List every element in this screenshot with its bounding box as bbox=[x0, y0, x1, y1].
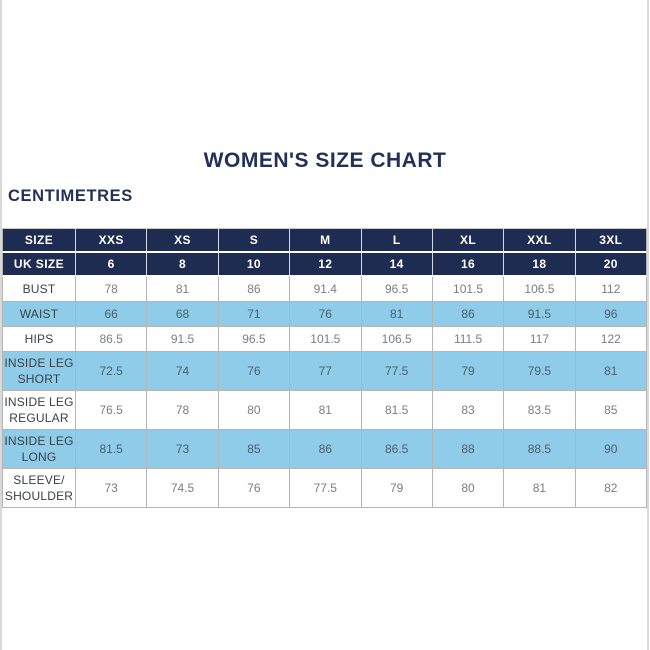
measurement-value: 81 bbox=[575, 352, 647, 391]
measurement-value: 81.5 bbox=[76, 430, 148, 469]
size-col-s: S bbox=[218, 228, 291, 253]
uk-size-value: 16 bbox=[432, 253, 505, 277]
uk-size-header-label: UK SIZE bbox=[2, 253, 76, 277]
table-row-bust: BUST 78 81 86 91.4 96.5 101.5 106.5 112 bbox=[2, 277, 647, 302]
measurement-value: 72.5 bbox=[76, 352, 148, 391]
measurement-value: 82 bbox=[575, 469, 647, 508]
measurement-value: 88.5 bbox=[504, 430, 576, 469]
measurement-value: 86 bbox=[218, 277, 291, 302]
size-col-xxs: XXS bbox=[76, 228, 148, 253]
table-row-hips: HIPS 86.5 91.5 96.5 101.5 106.5 111.5 11… bbox=[2, 327, 647, 352]
measurement-value: 91.5 bbox=[504, 302, 576, 327]
uk-size-value: 18 bbox=[504, 253, 576, 277]
measurement-value: 83 bbox=[432, 391, 505, 430]
measurement-value: 74.5 bbox=[147, 469, 219, 508]
measurement-value: 71 bbox=[218, 302, 291, 327]
measurement-value: 78 bbox=[147, 391, 219, 430]
measurement-value: 101.5 bbox=[290, 327, 362, 352]
right-edge-line bbox=[647, 0, 649, 650]
measurement-value: 68 bbox=[147, 302, 219, 327]
size-col-m: M bbox=[290, 228, 362, 253]
size-col-3xl: 3XL bbox=[575, 228, 647, 253]
measurement-value: 81 bbox=[147, 277, 219, 302]
row-label: HIPS bbox=[2, 327, 76, 352]
measurement-value: 78 bbox=[76, 277, 148, 302]
row-label: INSIDE LEG SHORT bbox=[2, 352, 76, 391]
uk-size-value: 10 bbox=[218, 253, 291, 277]
measurement-value: 79 bbox=[432, 352, 505, 391]
measurement-value: 85 bbox=[575, 391, 647, 430]
unit-label: CENTIMETRES bbox=[8, 187, 133, 205]
measurement-value: 106.5 bbox=[504, 277, 576, 302]
row-label: INSIDE LEG LONG bbox=[2, 430, 76, 469]
measurement-value: 117 bbox=[504, 327, 576, 352]
measurement-value: 96.5 bbox=[361, 277, 433, 302]
measurement-value: 91.4 bbox=[290, 277, 362, 302]
measurement-value: 66 bbox=[76, 302, 148, 327]
measurement-value: 77.5 bbox=[290, 469, 362, 508]
measurement-value: 76.5 bbox=[76, 391, 148, 430]
measurement-value: 86.5 bbox=[361, 430, 433, 469]
measurement-value: 83.5 bbox=[504, 391, 576, 430]
measurement-value: 73 bbox=[147, 430, 219, 469]
row-label: SLEEVE/ SHOULDER bbox=[2, 469, 76, 508]
left-edge-line bbox=[0, 0, 2, 650]
measurement-value: 101.5 bbox=[432, 277, 505, 302]
size-col-xl: XL bbox=[432, 228, 505, 253]
measurement-value: 106.5 bbox=[361, 327, 433, 352]
measurement-value: 88 bbox=[432, 430, 505, 469]
measurement-value: 80 bbox=[218, 391, 291, 430]
measurement-value: 85 bbox=[218, 430, 291, 469]
table-row-sleeve-shoulder: SLEEVE/ SHOULDER 73 74.5 76 77.5 79 80 8… bbox=[2, 469, 647, 508]
measurement-value: 86.5 bbox=[76, 327, 148, 352]
uk-size-header-row: UK SIZE 6 8 10 12 14 16 18 20 bbox=[2, 253, 647, 277]
table-row-waist: WAIST 66 68 71 76 81 86 91.5 96 bbox=[2, 302, 647, 327]
measurement-value: 91.5 bbox=[147, 327, 219, 352]
measurement-value: 77 bbox=[290, 352, 362, 391]
measurement-value: 80 bbox=[432, 469, 505, 508]
measurement-value: 81 bbox=[504, 469, 576, 508]
row-label: BUST bbox=[2, 277, 76, 302]
size-col-l: L bbox=[361, 228, 433, 253]
uk-size-value: 6 bbox=[76, 253, 148, 277]
measurement-value: 79 bbox=[361, 469, 433, 508]
table-row-inside-leg-short: INSIDE LEG SHORT 72.5 74 76 77 77.5 79 7… bbox=[2, 352, 647, 391]
measurement-value: 90 bbox=[575, 430, 647, 469]
measurement-value: 76 bbox=[218, 469, 291, 508]
table-row-inside-leg-regular: INSIDE LEG REGULAR 76.5 78 80 81 81.5 83… bbox=[2, 391, 647, 430]
measurement-value: 86 bbox=[432, 302, 505, 327]
measurement-value: 76 bbox=[290, 302, 362, 327]
measurement-value: 81 bbox=[361, 302, 433, 327]
measurement-value: 96.5 bbox=[218, 327, 291, 352]
row-label: WAIST bbox=[2, 302, 76, 327]
measurement-value: 112 bbox=[575, 277, 647, 302]
measurement-value: 74 bbox=[147, 352, 219, 391]
uk-size-value: 14 bbox=[361, 253, 433, 277]
measurement-value: 81.5 bbox=[361, 391, 433, 430]
size-header-label: SIZE bbox=[2, 228, 76, 253]
page-title: WOMEN'S SIZE CHART bbox=[203, 149, 447, 172]
uk-size-value: 8 bbox=[147, 253, 219, 277]
measurement-value: 122 bbox=[575, 327, 647, 352]
measurement-value: 77.5 bbox=[361, 352, 433, 391]
uk-size-value: 20 bbox=[575, 253, 647, 277]
size-header-row: SIZE XXS XS S M L XL XXL 3XL bbox=[2, 228, 647, 253]
measurement-value: 111.5 bbox=[432, 327, 505, 352]
measurement-value: 86 bbox=[290, 430, 362, 469]
uk-size-value: 12 bbox=[290, 253, 362, 277]
table-row-inside-leg-long: INSIDE LEG LONG 81.5 73 85 86 86.5 88 88… bbox=[2, 430, 647, 469]
measurement-value: 96 bbox=[575, 302, 647, 327]
measurement-value: 81 bbox=[290, 391, 362, 430]
row-label: INSIDE LEG REGULAR bbox=[2, 391, 76, 430]
size-col-xs: XS bbox=[147, 228, 219, 253]
measurement-value: 76 bbox=[218, 352, 291, 391]
size-chart-table: SIZE XXS XS S M L XL XXL 3XL UK SIZE 6 8… bbox=[2, 228, 647, 508]
measurement-value: 73 bbox=[76, 469, 148, 508]
size-col-xxl: XXL bbox=[504, 228, 576, 253]
measurement-value: 79.5 bbox=[504, 352, 576, 391]
